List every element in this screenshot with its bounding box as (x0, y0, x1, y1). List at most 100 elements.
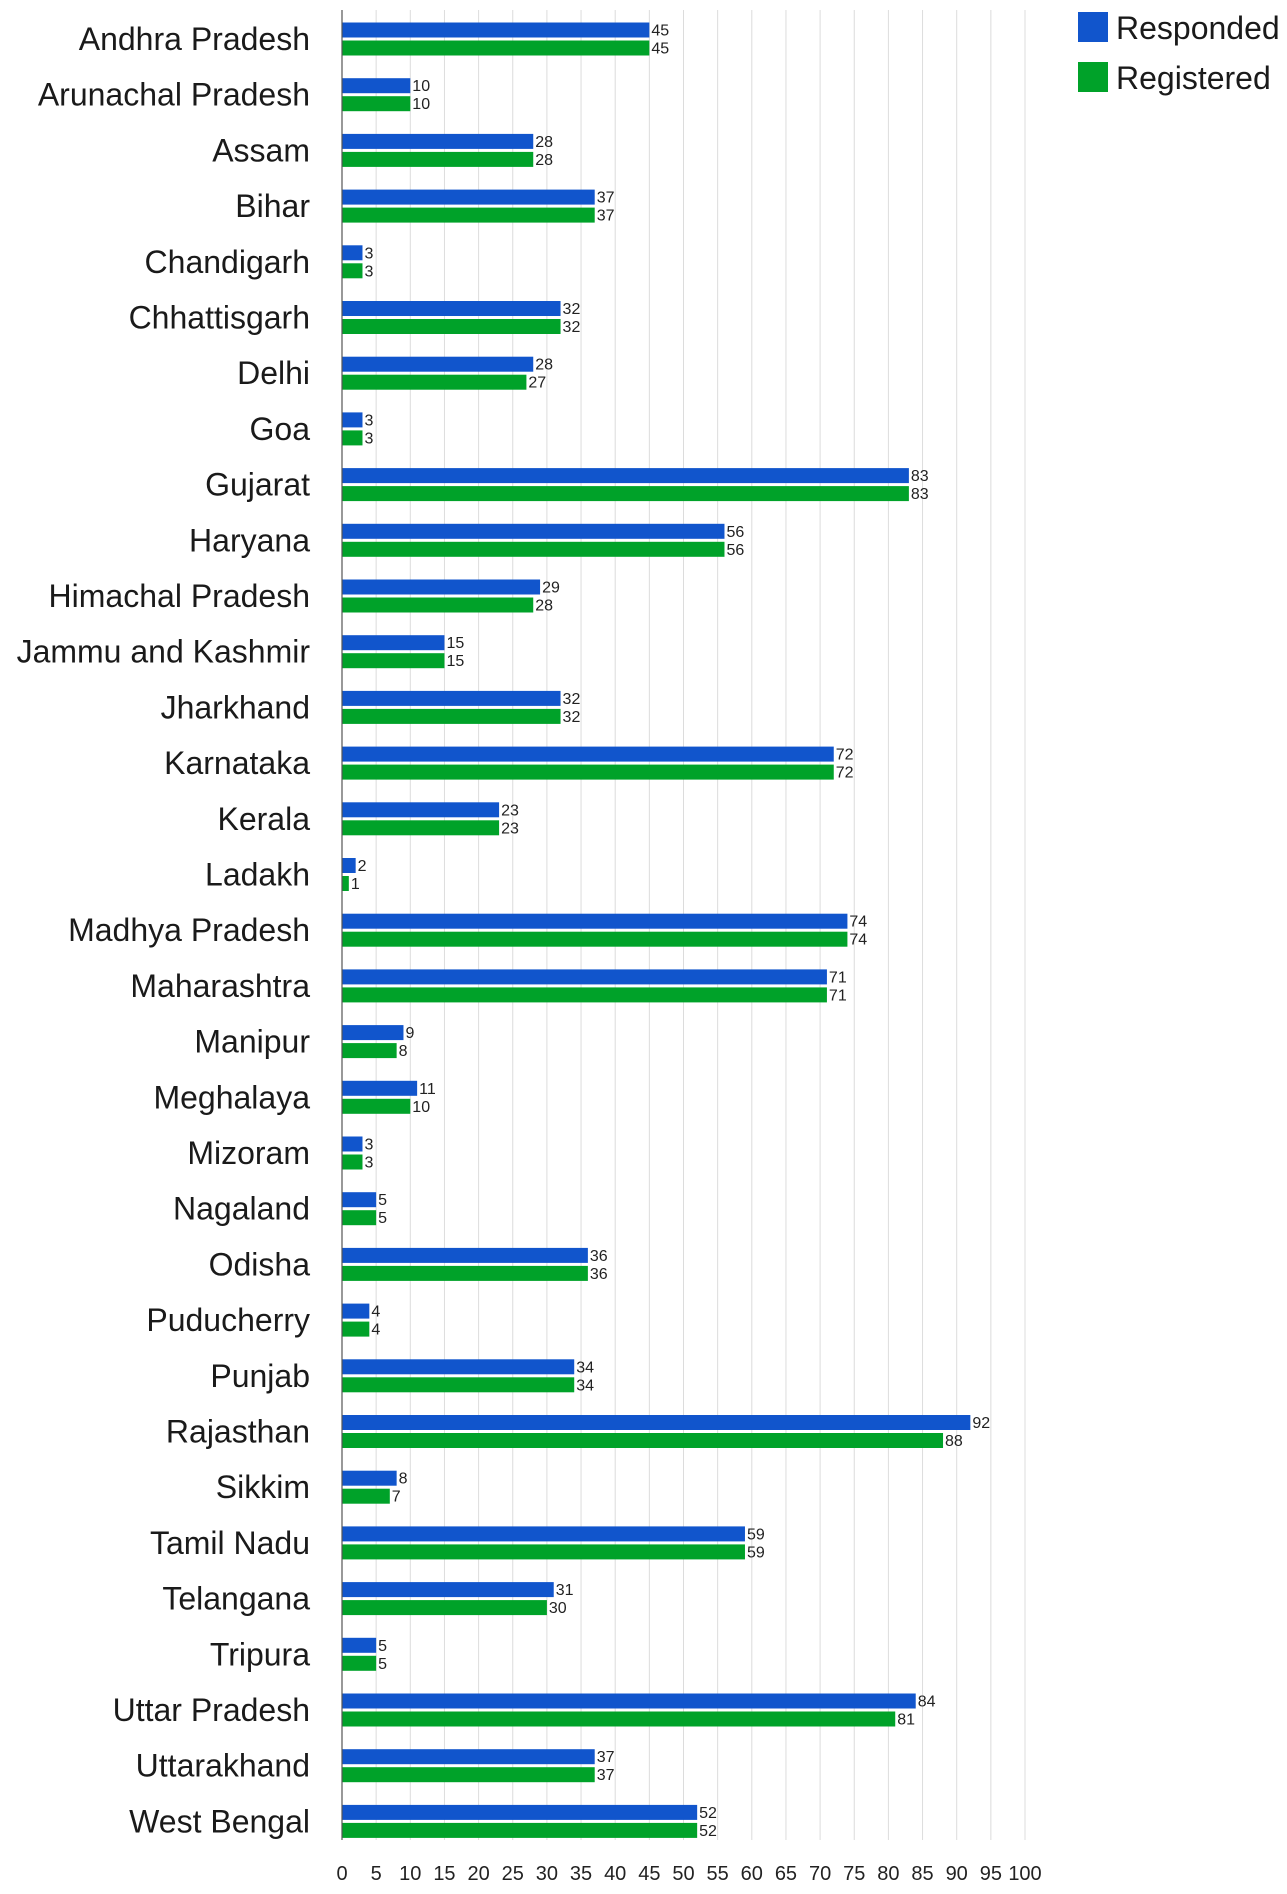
category-label: Delhi (237, 355, 310, 391)
bar-registered (342, 151, 534, 167)
bar-registered (342, 374, 527, 390)
data-label: 32 (563, 709, 581, 726)
bar-registered (342, 1321, 370, 1337)
bar-responded (342, 1136, 363, 1152)
bar-responded (342, 301, 561, 316)
bar-registered (342, 1377, 575, 1393)
bar-registered (342, 1822, 698, 1838)
bar-responded (342, 523, 725, 539)
data-label: 32 (563, 301, 581, 318)
category-label: Nagaland (173, 1191, 310, 1227)
data-label: 45 (651, 23, 669, 40)
data-label: 59 (747, 1544, 765, 1561)
bar-registered (342, 597, 534, 613)
bar-responded (342, 969, 827, 985)
data-label: 15 (446, 635, 464, 652)
bar-responded (342, 356, 534, 372)
legend-label-registered: Registered (1116, 60, 1271, 96)
bar-registered (342, 653, 445, 669)
x-tick-label: 70 (809, 1863, 831, 1885)
bar-registered (342, 40, 650, 56)
data-label: 71 (829, 987, 847, 1004)
x-tick-label: 95 (980, 1863, 1002, 1885)
bar-responded (342, 1303, 370, 1319)
x-tick-label: 85 (911, 1863, 933, 1885)
x-tick-label: 15 (433, 1863, 455, 1885)
data-label: 52 (699, 1805, 717, 1822)
data-label: 8 (399, 1043, 408, 1060)
bar-registered (342, 1210, 377, 1226)
data-label: 5 (378, 1192, 387, 1209)
data-label: 74 (849, 914, 867, 931)
bar-registered (342, 876, 349, 891)
x-tick-label: 10 (399, 1863, 421, 1885)
bar-registered (342, 1488, 390, 1504)
bar-responded (342, 1192, 377, 1208)
bar-registered (342, 764, 834, 780)
data-label: 9 (405, 1025, 414, 1042)
bar-responded (342, 579, 541, 595)
bar-registered (342, 987, 827, 1003)
data-label: 71 (829, 969, 847, 986)
data-label: 28 (535, 598, 553, 615)
data-label: 34 (576, 1377, 594, 1394)
category-label: West Bengal (129, 1803, 310, 1839)
bar-registered (342, 1098, 411, 1114)
data-label: 3 (364, 245, 373, 262)
data-label: 23 (501, 820, 519, 837)
data-label: 8 (399, 1471, 408, 1488)
data-label: 37 (597, 1749, 615, 1766)
data-label: 3 (364, 263, 373, 280)
data-label: 3 (364, 412, 373, 429)
legend: Responded Registered (1078, 10, 1280, 96)
data-label: 27 (528, 375, 546, 392)
bar-responded (342, 412, 363, 428)
data-label: 32 (563, 691, 581, 708)
data-label: 72 (836, 747, 854, 764)
data-label: 23 (501, 802, 519, 819)
data-label: 29 (542, 580, 560, 597)
bar-responded (342, 1693, 916, 1709)
bar-registered (342, 1043, 397, 1059)
data-label: 59 (747, 1526, 765, 1543)
x-tick-label: 75 (843, 1863, 865, 1885)
bar-registered (342, 1154, 363, 1170)
bar-registered (342, 263, 363, 279)
category-label: Chandigarh (145, 244, 310, 280)
data-label: 81 (897, 1712, 915, 1729)
data-label: 5 (378, 1210, 387, 1227)
category-label: Andhra Pradesh (79, 21, 310, 57)
data-label: 31 (556, 1582, 574, 1599)
data-label: 4 (371, 1322, 380, 1339)
bar-responded (342, 133, 534, 149)
data-label: 2 (358, 858, 367, 875)
data-label: 74 (849, 932, 867, 949)
data-label: 7 (392, 1489, 401, 1506)
x-tick-label: 40 (604, 1863, 626, 1885)
bar-responded (342, 802, 500, 818)
bar-registered (342, 1600, 547, 1616)
bar-registered (342, 1433, 944, 1448)
bar-registered (342, 541, 725, 557)
data-label: 72 (836, 765, 854, 782)
bar-registered (342, 708, 561, 724)
x-tick-label: 80 (877, 1863, 899, 1885)
bar-responded (342, 1749, 595, 1765)
x-tick-label: 5 (371, 1863, 382, 1885)
legend-label-responded: Responded (1116, 10, 1280, 46)
category-label: Punjab (210, 1358, 310, 1394)
data-label: 52 (699, 1823, 717, 1840)
category-label: Bihar (235, 188, 310, 224)
x-tick-label: 20 (467, 1863, 489, 1885)
bar-registered (342, 1544, 745, 1560)
data-label: 28 (535, 134, 553, 151)
bar-registered (342, 931, 848, 947)
category-label: Kerala (218, 801, 311, 837)
data-label: 37 (597, 1767, 615, 1784)
x-tick-label: 65 (775, 1863, 797, 1885)
bar-registered (342, 1767, 595, 1783)
x-tick-label: 50 (672, 1863, 694, 1885)
category-label: Uttarakhand (136, 1748, 310, 1784)
